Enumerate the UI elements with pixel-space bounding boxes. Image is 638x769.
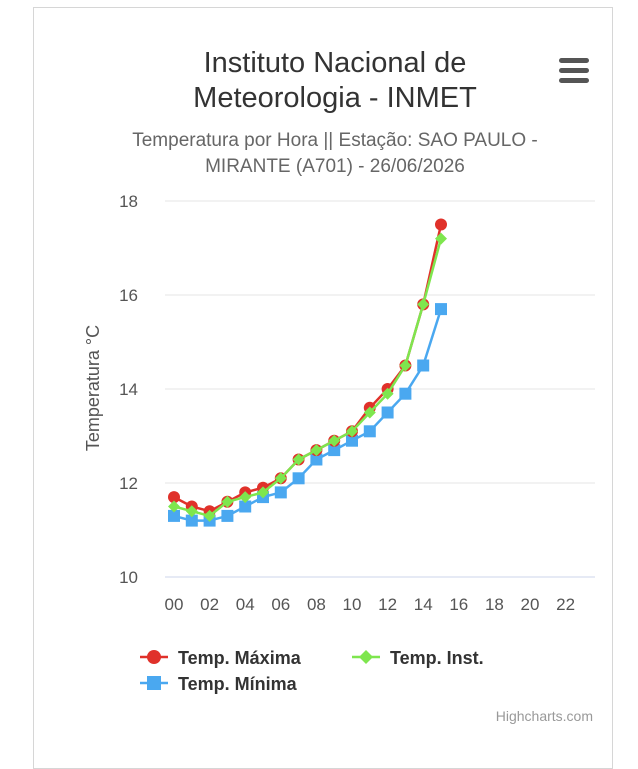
- x-tick-label: 04: [236, 595, 255, 614]
- chart-subtitle: Temperatura por Hora || Estação: SAO PAU…: [40, 128, 630, 180]
- data-point[interactable]: [221, 495, 234, 508]
- series-diamond: [168, 232, 447, 522]
- data-point[interactable]: [185, 514, 198, 527]
- credits-link[interactable]: Highcharts.com: [495, 708, 593, 724]
- data-point[interactable]: [328, 434, 341, 447]
- legend-item[interactable]: Temp. Inst.: [352, 648, 484, 668]
- line-chart: 10 12 14 16 18 00 02 04 06 08 10 12 14 16 18 20 22 Temp…: [83, 192, 595, 694]
- x-tick-label: 08: [307, 595, 326, 614]
- legend-item[interactable]: Temp. Máxima: [140, 648, 302, 668]
- y-tick-label: 18: [119, 192, 138, 211]
- data-point[interactable]: [168, 509, 180, 522]
- data-point[interactable]: [417, 359, 430, 372]
- y-tick-label: 16: [119, 286, 138, 305]
- chart-title-line2: Meteorologia - INMET: [193, 82, 477, 114]
- data-point[interactable]: [292, 472, 305, 485]
- chart-title-line1: Instituto Nacional de: [203, 47, 467, 79]
- data-point[interactable]: [239, 500, 252, 513]
- legend-item[interactable]: Temp. Mínima: [140, 674, 298, 694]
- data-point[interactable]: [381, 406, 394, 419]
- data-point[interactable]: [346, 434, 358, 447]
- legend-label: Temp. Mínima: [178, 674, 298, 694]
- y-tick-label: 14: [119, 380, 138, 399]
- y-tick-label: 12: [119, 474, 138, 493]
- chart-container: [33, 7, 613, 769]
- data-point[interactable]: [435, 303, 447, 316]
- data-point[interactable]: [292, 453, 305, 466]
- x-tick-label: 16: [449, 595, 468, 614]
- data-point[interactable]: [257, 486, 269, 499]
- x-tick-label: 20: [521, 595, 540, 614]
- data-point[interactable]: [381, 387, 394, 400]
- legend-marker: [359, 650, 373, 664]
- series-line: [173, 308, 443, 522]
- data-point[interactable]: [417, 298, 430, 311]
- x-tick-label: 18: [485, 595, 504, 614]
- x-tick-label: 12: [378, 595, 397, 614]
- series-line: [173, 238, 443, 518]
- series-square: [168, 303, 447, 527]
- data-point[interactable]: [168, 491, 180, 504]
- y-tick-label: 10: [119, 568, 138, 587]
- data-point[interactable]: [185, 505, 198, 518]
- data-point[interactable]: [310, 444, 323, 457]
- data-point[interactable]: [399, 359, 412, 372]
- data-point[interactable]: [399, 387, 412, 400]
- chart-subtitle-line2: MIRANTE (A701) - 26/06/2026: [205, 156, 465, 177]
- data-point[interactable]: [203, 509, 216, 522]
- chart-subtitle-line1: Temperatura por Hora || Estação: SAO PAU…: [132, 130, 538, 151]
- data-point[interactable]: [274, 472, 287, 485]
- data-point[interactable]: [328, 444, 341, 457]
- legend-label: Temp. Máxima: [178, 648, 302, 668]
- legend-label: Temp. Inst.: [390, 648, 484, 668]
- x-tick-label: 10: [343, 595, 362, 614]
- data-point[interactable]: [239, 491, 252, 504]
- data-point[interactable]: [363, 406, 376, 419]
- x-tick-label: 00: [165, 595, 184, 614]
- chart-title: Instituto Nacional de Meteorologia - INM…: [40, 46, 630, 116]
- x-tick-label: 06: [271, 595, 290, 614]
- hamburger-menu-icon[interactable]: [555, 56, 593, 86]
- data-point[interactable]: [310, 453, 323, 466]
- data-point[interactable]: [274, 486, 287, 499]
- data-point[interactable]: [346, 425, 358, 438]
- legend-marker: [147, 650, 161, 664]
- data-point[interactable]: [363, 425, 376, 438]
- data-point[interactable]: [221, 509, 234, 522]
- data-point[interactable]: [435, 218, 447, 231]
- x-tick-label: 22: [556, 595, 575, 614]
- x-tick-label: 14: [414, 595, 433, 614]
- data-point[interactable]: [168, 500, 180, 513]
- data-point[interactable]: [435, 232, 447, 245]
- legend-marker: [147, 676, 161, 690]
- y-axis-label: Temperatura °C: [83, 325, 103, 451]
- x-tick-label: 02: [200, 595, 219, 614]
